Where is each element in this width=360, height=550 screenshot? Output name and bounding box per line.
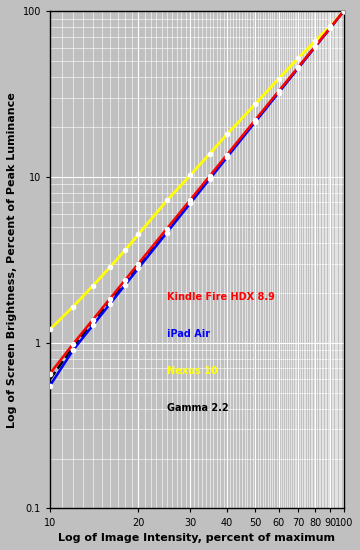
Text: Kindle Fire HDX 8.9: Kindle Fire HDX 8.9 xyxy=(167,292,275,301)
Text: Nexus 10: Nexus 10 xyxy=(167,366,218,376)
Text: iPad Air: iPad Air xyxy=(167,329,211,339)
X-axis label: Log of Image Intensity, percent of maximum: Log of Image Intensity, percent of maxim… xyxy=(58,533,336,543)
Y-axis label: Log of Screen Brightness, Percent of Peak Luminance: Log of Screen Brightness, Percent of Pea… xyxy=(7,92,17,427)
Text: Gamma 2.2: Gamma 2.2 xyxy=(167,404,229,414)
